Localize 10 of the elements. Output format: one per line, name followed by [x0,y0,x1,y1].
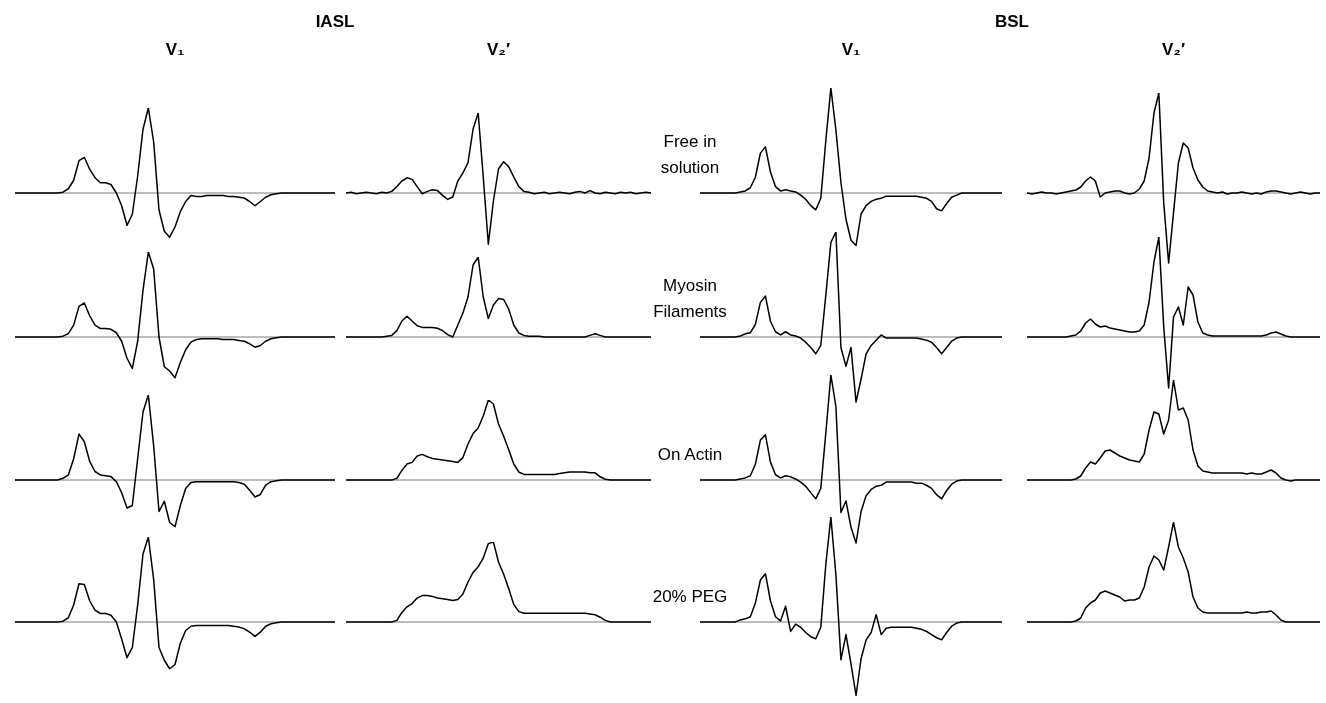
chart-title: IASL [314,12,356,32]
annotation: On Actin [656,444,724,466]
chart-subtitle: V₁ [840,40,862,60]
chart-subtitle: V₁ [164,40,186,60]
annotation: 20% PEG [651,586,729,608]
chart-subtitle: V₂′ [1161,40,1186,60]
annotation: Myosin Filaments [652,275,728,323]
chart-title: BSL [994,12,1030,32]
chart-subtitle: V₂′ [486,40,511,60]
annotation: Free in solution [659,131,721,179]
